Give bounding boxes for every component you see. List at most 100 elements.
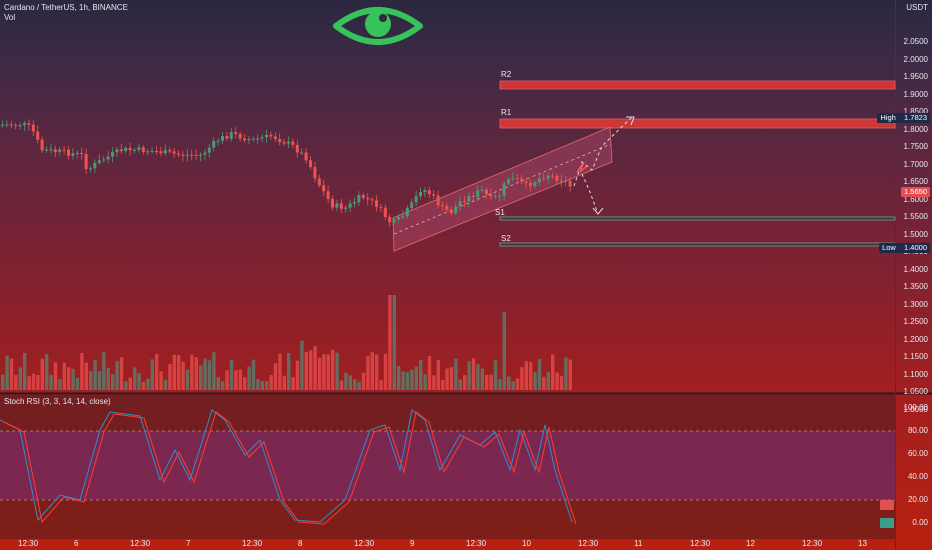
candle-body [441,205,444,207]
volume-bar [40,358,44,390]
volume-bar [102,352,106,390]
candle-body [31,124,35,132]
price-tick: 1.9000 [903,89,928,99]
candle-body [502,183,506,196]
candle-body [150,150,154,152]
candle-body [515,178,519,180]
price-tick: 2.0000 [903,54,928,64]
candle-body [216,140,220,142]
candle-body [537,178,541,183]
volume-bar [269,375,273,390]
candle-body [370,199,374,201]
candle-body [489,194,493,197]
time-tick: 12:30 [354,539,375,548]
volume-bar [71,368,75,390]
volume-bar [559,375,564,390]
volume-bar [247,366,251,390]
volume-bar [203,358,207,390]
candle-body [493,196,497,198]
candle-body [9,124,13,126]
volume-bar [150,359,154,390]
volume-bar [58,379,62,390]
candle-body [397,217,400,220]
currency-label: USDT [906,3,928,12]
candle-body [353,202,356,204]
candle-body [71,153,75,156]
candle-body [520,178,524,182]
candle-body [476,190,480,198]
candle-body [221,136,224,141]
candle-body [168,150,172,152]
candle-body [251,138,255,140]
candle-body [507,179,510,184]
time-tick: 12:30 [802,539,823,548]
candle-body [155,150,158,152]
volume-bar [361,372,366,390]
candle-body [62,149,66,151]
volume-bar [141,381,146,390]
volume-bar [229,359,234,390]
volume-bar [133,367,137,390]
time-tick: 12:30 [578,539,599,548]
volume-bar [357,381,361,390]
price-tick: 1.4000 [903,264,928,274]
candle-body [265,134,268,138]
candle-body [295,144,299,153]
candle-body [111,152,114,157]
volume-bar [511,381,515,390]
volume-bar [243,377,247,390]
volume-bar [36,375,40,390]
candle-body [97,160,101,164]
volume-bar [27,376,31,390]
candle-body [366,197,370,200]
candle-body [524,181,528,183]
volume-bar [62,362,66,390]
volume-bar [454,358,458,390]
stoch-title[interactable]: Stoch RSI (3, 3, 14, 14, close) [4,397,111,406]
price-tick: 1.1000 [903,369,928,379]
volume-bar [9,358,14,390]
candle-body [269,134,273,137]
price-tick: 1.5000 [903,229,928,239]
candle-body [401,216,405,218]
symbol-title[interactable]: Cardano / TetherUS, 1h, BINANCE [4,3,128,12]
volume-bar [225,370,229,390]
candle-body [410,202,414,208]
volume-bar [423,374,427,390]
stoch-lines [0,409,577,525]
volume-bar [493,360,498,390]
candle-body [551,175,554,177]
volume-bar [449,367,454,390]
volume-bar [564,357,568,390]
volume-bar [529,362,533,390]
candle-body [529,182,532,187]
stoch-k-line [0,409,573,523]
volume-bar [111,374,115,390]
time-tick: 9 [410,539,415,548]
time-tick: 12:30 [18,539,39,548]
r2-label: R2 [501,70,512,79]
candle-body [467,195,471,202]
price-tick: 1.7000 [903,159,928,169]
volume-bar [344,372,348,390]
volume-bar [366,355,370,390]
candle-body [317,178,321,186]
candle-body [84,154,88,170]
candle-body [445,206,449,210]
price-tick: 1.0500 [903,387,928,396]
candle-body [194,154,198,156]
high-tag-value: 1.7823 [904,113,927,122]
volume-bar [49,374,53,390]
volume-bar [353,379,357,390]
volume-bar [84,362,88,390]
volume-bar [216,376,220,390]
volume-bar [300,340,304,390]
volume-label: Vol [4,13,16,22]
volume-bar [273,363,278,390]
volume-bar [348,375,352,390]
volume-bar [80,352,84,390]
volume-bar [119,357,124,390]
price-tick: 1.9500 [903,72,928,81]
volume-bar [256,378,260,390]
